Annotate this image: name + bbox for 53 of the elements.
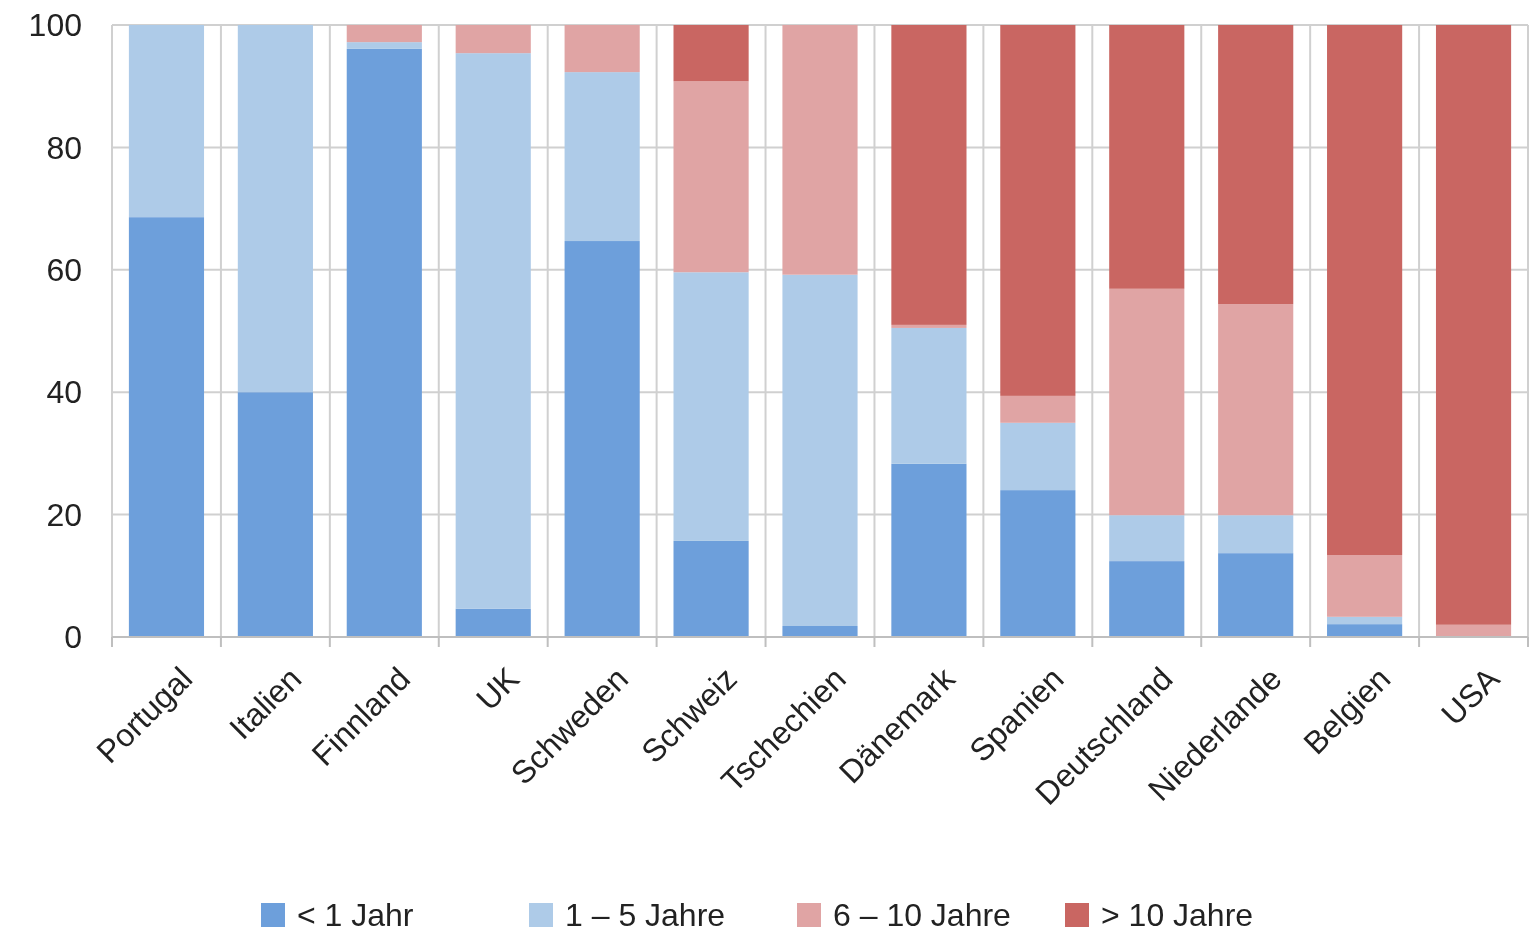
legend-label: 1 – 5 Jahre: [565, 897, 726, 934]
bar: [1109, 288, 1185, 516]
bar: [673, 540, 749, 637]
bar: [346, 25, 422, 43]
bar: [782, 625, 858, 637]
bar: [564, 241, 640, 637]
y-tick-label: 20: [46, 496, 82, 533]
bar: [346, 48, 422, 637]
x-tick-label: USA: [1434, 659, 1507, 733]
bar: [1218, 515, 1294, 554]
bar: [1000, 395, 1076, 423]
bar: [891, 327, 967, 464]
y-tick-label: 0: [64, 619, 82, 656]
bar: [564, 72, 640, 242]
bar: [1109, 561, 1185, 637]
bar: [455, 53, 531, 609]
bar: [1435, 25, 1512, 625]
bar: [1000, 422, 1076, 491]
bar: [891, 463, 967, 637]
legend-label: < 1 Jahr: [297, 897, 414, 934]
bar: [1218, 304, 1294, 516]
bar: [564, 25, 640, 73]
bar: [455, 608, 531, 637]
bar: [1109, 515, 1185, 562]
bar: [128, 25, 205, 218]
legend-label: 6 – 10 Jahre: [833, 897, 1011, 934]
legend-label: > 10 Jahre: [1101, 897, 1254, 934]
bar: [673, 25, 749, 82]
bar: [237, 392, 313, 637]
bar: [237, 25, 313, 393]
bar: [128, 217, 205, 637]
bar: [1327, 616, 1403, 625]
bar: [1327, 624, 1403, 637]
bar: [891, 25, 967, 325]
bar: [1000, 25, 1076, 396]
bar: [346, 42, 422, 49]
bar: [1435, 624, 1512, 637]
bar: [1109, 25, 1185, 289]
bar: [1000, 490, 1076, 637]
bar: [891, 324, 967, 328]
y-tick-label: 100: [28, 7, 82, 44]
y-tick-label: 80: [46, 129, 82, 166]
y-tick-label: 60: [46, 252, 82, 288]
bar: [1327, 25, 1403, 555]
bar: [1218, 553, 1294, 637]
bar: [782, 274, 858, 626]
bar: [673, 81, 749, 273]
y-tick-label: 40: [46, 374, 82, 411]
bar: [1218, 25, 1294, 305]
bar: [673, 272, 749, 541]
bar: [1327, 554, 1403, 617]
bar: [455, 25, 531, 54]
bar: [782, 25, 858, 275]
